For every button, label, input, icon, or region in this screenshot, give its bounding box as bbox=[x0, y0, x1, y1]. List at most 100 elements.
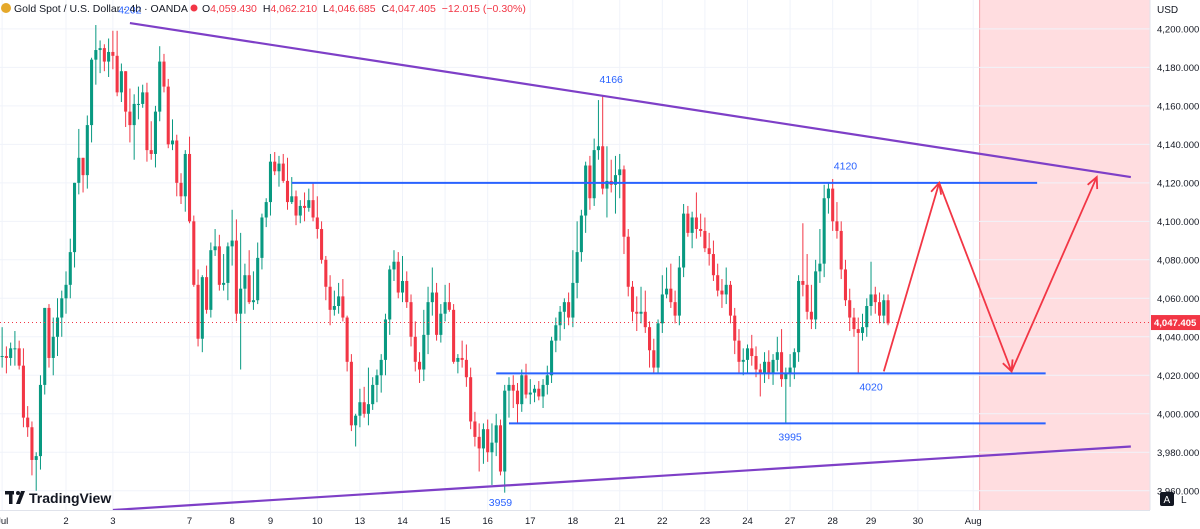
time-axis[interactable]: Jul23789101314151617182122232427282930Au… bbox=[0, 510, 1150, 529]
log-scale-button[interactable]: L bbox=[1181, 495, 1187, 506]
candle bbox=[464, 344, 468, 387]
candle bbox=[349, 354, 353, 432]
candle-body bbox=[605, 180, 609, 189]
candle bbox=[826, 182, 830, 214]
candle bbox=[234, 219, 238, 322]
candle-body bbox=[690, 217, 694, 233]
candle-body bbox=[592, 150, 596, 199]
candle bbox=[260, 213, 264, 270]
candle bbox=[124, 71, 128, 128]
symbol-title[interactable]: Gold Spot / U.S. Dollar · 4h · OANDA bbox=[14, 3, 188, 15]
candle bbox=[481, 423, 485, 464]
candle-body bbox=[247, 275, 251, 303]
candle-body bbox=[55, 317, 60, 337]
candle bbox=[584, 161, 588, 233]
candle-body bbox=[724, 284, 728, 295]
price-axis[interactable]: USD 3,960.000 3,980.000 4,000.000 4,020.000… bbox=[1149, 0, 1200, 529]
candle-body bbox=[256, 257, 260, 301]
candle-body bbox=[648, 327, 652, 351]
candle bbox=[400, 255, 405, 303]
candle bbox=[528, 379, 532, 405]
time-tick-label: 16 bbox=[482, 516, 493, 527]
candle-body bbox=[511, 384, 515, 391]
candle bbox=[758, 363, 762, 397]
candle bbox=[550, 336, 554, 383]
candle-body bbox=[809, 311, 813, 320]
price-tick-label: 4,000.000 bbox=[1157, 409, 1199, 420]
candle bbox=[47, 304, 51, 368]
candle bbox=[294, 190, 298, 226]
candle-body bbox=[107, 51, 111, 62]
ohlc-open-value: 4,059.430 bbox=[210, 3, 257, 15]
candle bbox=[469, 367, 473, 430]
candle bbox=[456, 354, 460, 374]
candle bbox=[452, 304, 456, 364]
candle-body bbox=[554, 325, 558, 341]
candle-body bbox=[618, 169, 622, 176]
candle bbox=[822, 184, 826, 278]
candle bbox=[94, 25, 98, 85]
future-zone-band bbox=[979, 0, 1150, 510]
candle-body bbox=[303, 205, 307, 208]
candle bbox=[68, 238, 72, 299]
candle-body bbox=[741, 359, 745, 362]
candle bbox=[303, 192, 307, 222]
candle bbox=[396, 252, 400, 299]
last-price-tag-box bbox=[1151, 315, 1200, 331]
currency-label: USD bbox=[1157, 5, 1178, 16]
candle-body bbox=[311, 200, 315, 218]
candle-body bbox=[835, 221, 839, 231]
candle bbox=[792, 348, 796, 380]
candle-body bbox=[422, 334, 426, 370]
candle bbox=[51, 317, 55, 376]
projection-arrows bbox=[882, 175, 1099, 374]
candle bbox=[669, 263, 673, 308]
candle-body bbox=[460, 357, 464, 360]
candle-body bbox=[234, 240, 238, 314]
candle-body bbox=[26, 417, 30, 428]
price-tick-label: 4,040.000 bbox=[1157, 332, 1199, 343]
candle bbox=[320, 221, 324, 264]
candle-body bbox=[677, 267, 681, 316]
candle-body bbox=[622, 169, 626, 237]
candle-body bbox=[545, 375, 549, 385]
candle-body bbox=[358, 402, 362, 416]
candle-body bbox=[222, 282, 226, 285]
candle-body bbox=[188, 153, 192, 222]
candle bbox=[716, 263, 720, 297]
candle bbox=[115, 30, 119, 97]
candle-body bbox=[596, 146, 600, 151]
candle bbox=[4, 346, 8, 374]
candle-body bbox=[73, 182, 77, 253]
candlestick-series bbox=[0, 25, 890, 493]
price-tick-label: 4,200.000 bbox=[1157, 24, 1199, 35]
candle-body bbox=[290, 196, 294, 203]
candle-body bbox=[711, 254, 715, 276]
candle bbox=[737, 329, 741, 374]
candle bbox=[435, 282, 439, 341]
candle-body bbox=[277, 163, 281, 172]
candle-body bbox=[758, 369, 762, 374]
candle-body bbox=[9, 348, 13, 358]
candle bbox=[601, 96, 605, 195]
auto-scale-button[interactable]: A bbox=[1160, 492, 1174, 506]
candle bbox=[119, 63, 123, 102]
candle-body bbox=[507, 384, 511, 391]
price-tick-label: 4,020.000 bbox=[1157, 371, 1199, 382]
time-tick-label: 24 bbox=[742, 516, 753, 527]
candle bbox=[64, 271, 68, 314]
candle-body bbox=[520, 375, 524, 405]
candle-body bbox=[558, 311, 562, 326]
candle-body bbox=[780, 352, 784, 380]
ohlc-low-value: 4,046.685 bbox=[329, 3, 376, 15]
candle-body bbox=[341, 296, 345, 318]
candle bbox=[60, 290, 64, 337]
candle-body bbox=[699, 229, 703, 231]
candle bbox=[524, 363, 528, 399]
candle-body bbox=[656, 323, 660, 368]
ohlc-close-value: 4,047.405 bbox=[389, 3, 436, 15]
candle bbox=[307, 188, 311, 212]
candle bbox=[192, 215, 196, 287]
candle-body bbox=[158, 61, 162, 112]
